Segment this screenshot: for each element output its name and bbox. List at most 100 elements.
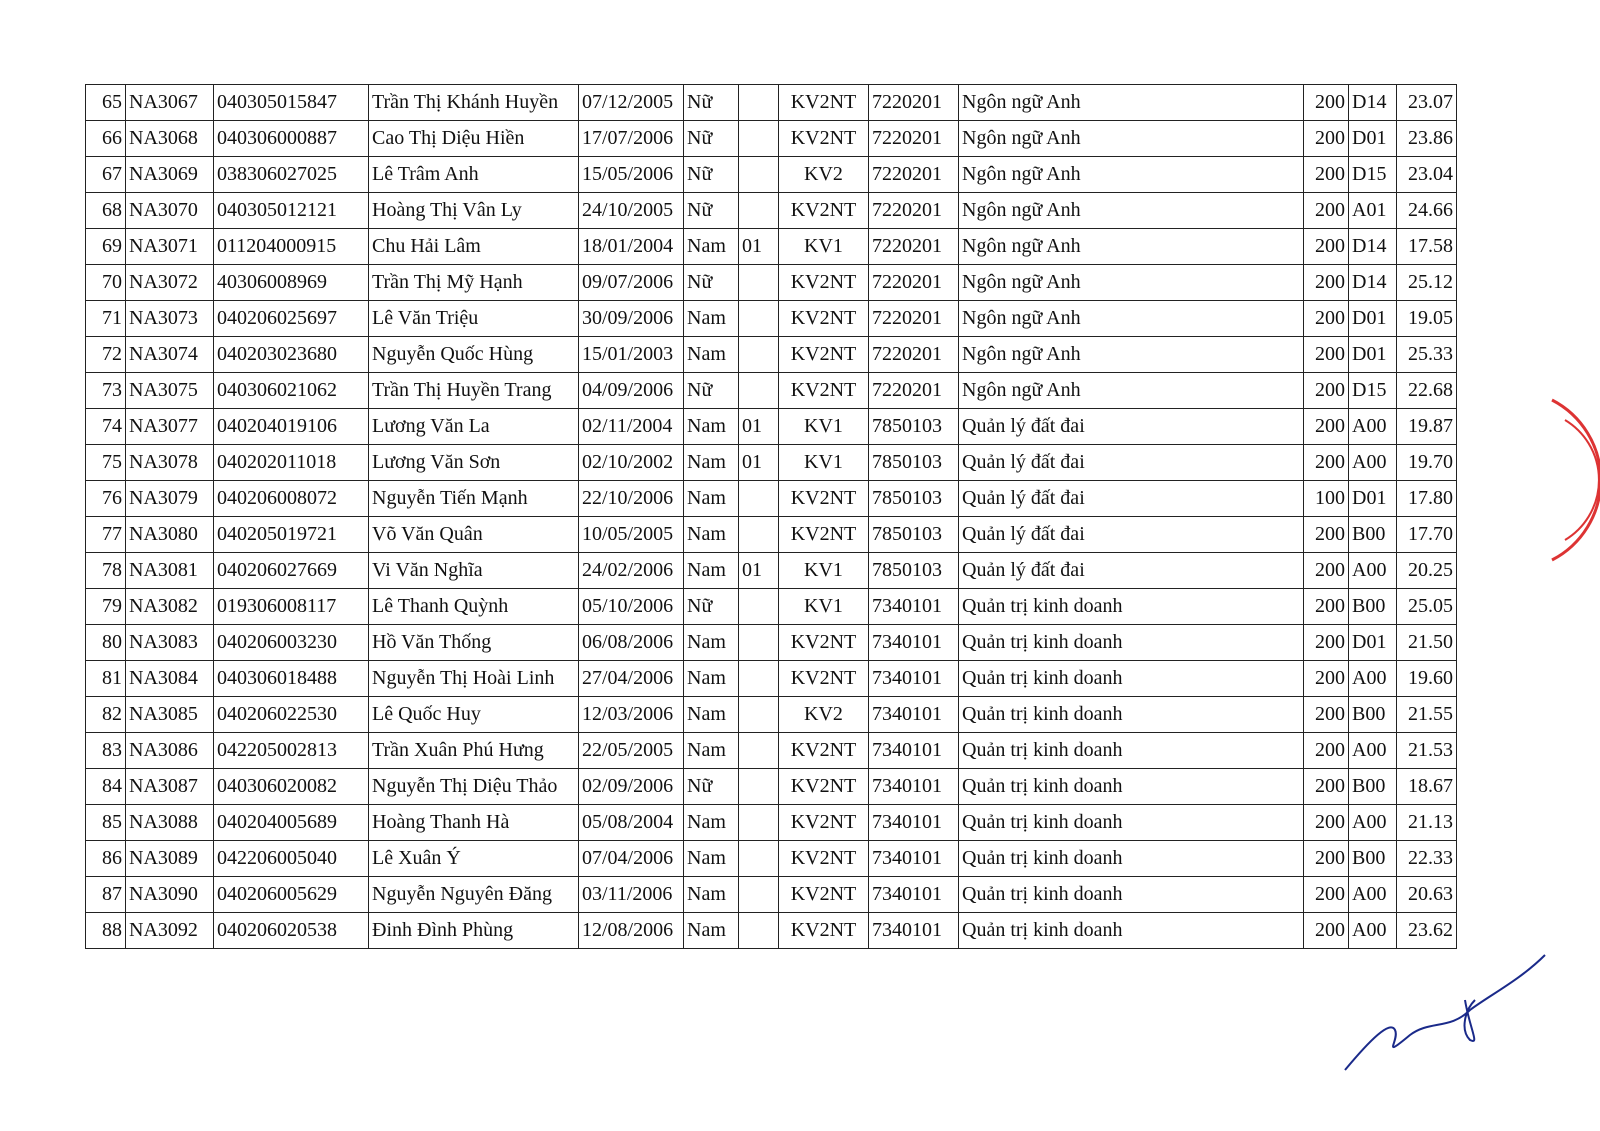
stamp <box>1551 398 1600 562</box>
major-name: Ngôn ngữ Anh <box>958 120 1304 157</box>
table-row: 87 NA3090 040206005629 Nguyễn Nguyên Đăng 03… <box>85 876 1457 913</box>
score-scale: 200 <box>1303 372 1349 409</box>
table-row: 71 NA3073 040206025697 Lê Văn Triệu 30/09/20… <box>85 300 1457 337</box>
table-row: 82 NA3085 040206022530 Lê Quốc Huy 12/03/200… <box>85 696 1457 733</box>
birth-date: 02/09/2006 <box>578 768 684 805</box>
score-scale: 200 <box>1303 552 1349 589</box>
row-number: 68 <box>85 192 126 229</box>
subject-group: A00 <box>1348 876 1397 913</box>
full-name: Trần Xuân Phú Hưng <box>368 732 579 769</box>
candidate-code: NA3083 <box>125 624 214 661</box>
major-code: 7220201 <box>868 192 959 229</box>
score: 20.25 <box>1396 552 1457 589</box>
gender: Nam <box>683 876 739 913</box>
priority <box>738 372 779 409</box>
area: KV1 <box>778 588 869 625</box>
major-name: Ngôn ngữ Anh <box>958 156 1304 193</box>
candidate-code: NA3069 <box>125 156 214 193</box>
table-row: 78 NA3081 040206027669 Vi Văn Nghĩa 24/02/20… <box>85 552 1457 589</box>
score: 24.66 <box>1396 192 1457 229</box>
major-name: Quản trị kinh doanh <box>958 840 1304 877</box>
full-name: Trần Thị Khánh Huyền <box>368 84 579 121</box>
major-code: 7850103 <box>868 516 959 553</box>
area: KV2NT <box>778 264 869 301</box>
score: 23.86 <box>1396 120 1457 157</box>
major-name: Ngôn ngữ Anh <box>958 300 1304 337</box>
table-row: 67 NA3069 038306027025 Lê Trâm Anh 15/05/200… <box>85 156 1457 193</box>
score-scale: 200 <box>1303 156 1349 193</box>
gender: Nữ <box>683 588 739 625</box>
signature <box>1463 999 1476 1042</box>
area: KV2NT <box>778 336 869 373</box>
table-row: 69 NA3071 011204000915 Chu Hải Lâm 18/01/200… <box>85 228 1457 265</box>
major-code: 7340101 <box>868 912 959 949</box>
birth-date: 22/05/2005 <box>578 732 684 769</box>
major-name: Ngôn ngữ Anh <box>958 228 1304 265</box>
id-number: 040206005629 <box>213 876 369 913</box>
gender: Nam <box>683 732 739 769</box>
area: KV1 <box>778 552 869 589</box>
row-number: 80 <box>85 624 126 661</box>
major-code: 7340101 <box>868 840 959 877</box>
id-number: 040203023680 <box>213 336 369 373</box>
gender: Nam <box>683 552 739 589</box>
id-number: 040206020538 <box>213 912 369 949</box>
score: 21.50 <box>1396 624 1457 661</box>
row-number: 65 <box>85 84 126 121</box>
candidate-code: NA3082 <box>125 588 214 625</box>
subject-group: A00 <box>1348 444 1397 481</box>
major-name: Quản trị kinh doanh <box>958 876 1304 913</box>
birth-date: 04/09/2006 <box>578 372 684 409</box>
birth-date: 07/04/2006 <box>578 840 684 877</box>
score: 18.67 <box>1396 768 1457 805</box>
major-name: Ngôn ngữ Anh <box>958 264 1304 301</box>
candidate-code: NA3081 <box>125 552 214 589</box>
priority <box>738 120 779 157</box>
full-name: Nguyễn Tiến Mạnh <box>368 480 579 517</box>
subject-group: B00 <box>1348 840 1397 877</box>
score-scale: 200 <box>1303 84 1349 121</box>
subject-group: D14 <box>1348 228 1397 265</box>
score: 17.70 <box>1396 516 1457 553</box>
score: 25.33 <box>1396 336 1457 373</box>
area: KV2 <box>778 156 869 193</box>
gender: Nữ <box>683 768 739 805</box>
candidate-code: NA3075 <box>125 372 214 409</box>
score: 23.62 <box>1396 912 1457 949</box>
score-scale: 200 <box>1303 300 1349 337</box>
table-row: 77 NA3080 040205019721 Võ Văn Quân 10/05/200… <box>85 516 1457 553</box>
subject-group: D15 <box>1348 156 1397 193</box>
major-code: 7220201 <box>868 228 959 265</box>
major-name: Quản lý đất đai <box>958 516 1304 553</box>
full-name: Nguyễn Thị Hoài Linh <box>368 660 579 697</box>
gender: Nam <box>683 912 739 949</box>
score-scale: 200 <box>1303 336 1349 373</box>
row-number: 88 <box>85 912 126 949</box>
score-scale: 200 <box>1303 264 1349 301</box>
birth-date: 15/01/2003 <box>578 336 684 373</box>
area: KV2NT <box>778 120 869 157</box>
major-code: 7850103 <box>868 480 959 517</box>
id-number: 040205019721 <box>213 516 369 553</box>
score-scale: 200 <box>1303 768 1349 805</box>
score: 25.12 <box>1396 264 1457 301</box>
row-number: 69 <box>85 228 126 265</box>
score-scale: 200 <box>1303 696 1349 733</box>
area: KV2NT <box>778 840 869 877</box>
birth-date: 27/04/2006 <box>578 660 684 697</box>
gender: Nữ <box>683 372 739 409</box>
major-code: 7340101 <box>868 660 959 697</box>
full-name: Trần Thị Mỹ Hạnh <box>368 264 579 301</box>
candidate-code: NA3068 <box>125 120 214 157</box>
candidate-code: NA3085 <box>125 696 214 733</box>
score: 19.87 <box>1396 408 1457 445</box>
birth-date: 12/03/2006 <box>578 696 684 733</box>
row-number: 78 <box>85 552 126 589</box>
major-code: 7340101 <box>868 876 959 913</box>
table-row: 73 NA3075 040306021062 Trần Thị Huyền Trang… <box>85 372 1457 409</box>
full-name: Hoàng Thanh Hà <box>368 804 579 841</box>
id-number: 040206003230 <box>213 624 369 661</box>
table-row: 70 NA3072 40306008969 Trần Thị Mỹ Hạnh 09/07… <box>85 264 1457 301</box>
major-name: Quản trị kinh doanh <box>958 588 1304 625</box>
